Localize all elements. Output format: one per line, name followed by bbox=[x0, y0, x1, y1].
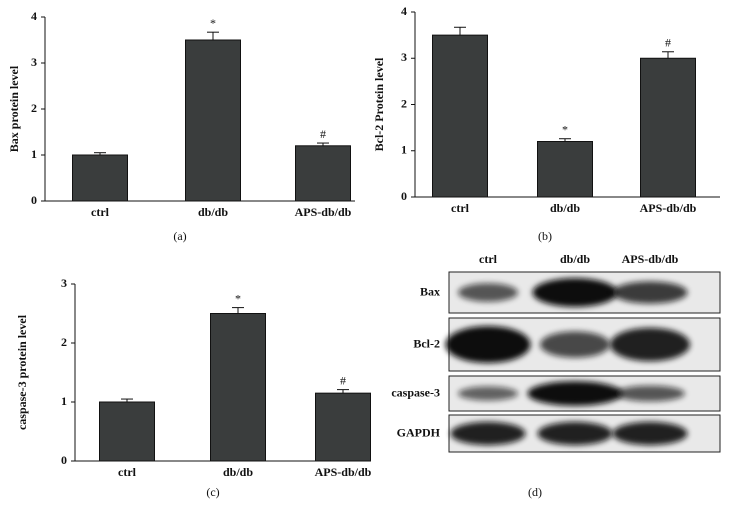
bar bbox=[537, 141, 593, 198]
panel-label: (b) bbox=[538, 229, 552, 243]
y-tick-label: 2 bbox=[31, 101, 37, 115]
y-tick-label: 0 bbox=[31, 193, 37, 207]
x-tick-label: ctrl bbox=[118, 465, 137, 479]
blot-row-label: caspase-3 bbox=[391, 385, 440, 399]
x-tick-label: ctrl bbox=[91, 205, 110, 219]
y-axis-label: Bax protein level bbox=[7, 65, 21, 152]
y-tick-label: 4 bbox=[31, 9, 37, 23]
x-tick-label: db/db bbox=[198, 205, 228, 219]
panel-label: (c) bbox=[206, 485, 219, 499]
y-tick-label: 2 bbox=[61, 335, 67, 349]
annotation: * bbox=[210, 16, 216, 30]
error-bar bbox=[559, 138, 571, 142]
blot-row-label: Bax bbox=[420, 284, 440, 298]
blot-band bbox=[458, 283, 518, 302]
bar bbox=[210, 313, 266, 462]
y-tick-label: 3 bbox=[401, 50, 407, 64]
y-tick-label: 0 bbox=[61, 453, 67, 467]
y-axis-label: caspase-3 protein level bbox=[15, 314, 29, 430]
bar bbox=[185, 39, 241, 202]
y-tick-label: 1 bbox=[61, 394, 67, 408]
annotation: * bbox=[562, 122, 568, 136]
bar bbox=[640, 57, 696, 198]
blot-column-label: ctrl bbox=[479, 252, 498, 266]
x-tick-label: db/db bbox=[550, 201, 580, 215]
x-tick-label: ctrl bbox=[451, 201, 470, 215]
bar bbox=[432, 34, 488, 198]
blot-column-label: APS-db/db bbox=[622, 252, 679, 266]
x-tick-label: APS-db/db bbox=[315, 465, 372, 479]
blot-band bbox=[615, 385, 685, 402]
blot-row-label: GAPDH bbox=[397, 425, 441, 439]
y-tick-label: 1 bbox=[401, 143, 407, 157]
blot-band bbox=[527, 381, 623, 406]
panel-label: (d) bbox=[528, 485, 542, 499]
y-tick-label: 2 bbox=[401, 96, 407, 110]
y-axis-label: Bcl-2 Protein level bbox=[372, 57, 386, 151]
blot-column-label: db/db bbox=[560, 252, 590, 266]
blot-band bbox=[610, 327, 690, 362]
annotation: * bbox=[235, 291, 241, 305]
y-tick-label: 3 bbox=[61, 276, 67, 290]
bar bbox=[315, 392, 371, 462]
error-bar bbox=[232, 307, 244, 314]
bar bbox=[72, 154, 128, 202]
annotation: # bbox=[340, 373, 346, 387]
blot-band bbox=[612, 281, 688, 304]
error-bar bbox=[337, 389, 349, 394]
error-bar bbox=[94, 152, 106, 155]
x-tick-label: APS-db/db bbox=[295, 205, 352, 219]
blot-band bbox=[540, 331, 610, 358]
blot-band bbox=[458, 386, 518, 401]
annotation: # bbox=[320, 127, 326, 141]
y-tick-label: 0 bbox=[401, 189, 407, 203]
x-tick-label: APS-db/db bbox=[640, 201, 697, 215]
blot-band bbox=[612, 421, 688, 446]
blot-band bbox=[445, 325, 531, 364]
y-tick-label: 1 bbox=[31, 147, 37, 161]
y-tick-label: 4 bbox=[401, 4, 407, 18]
blot-band bbox=[537, 421, 613, 446]
x-tick-label: db/db bbox=[223, 465, 253, 479]
error-bar bbox=[454, 26, 466, 36]
error-bar bbox=[317, 142, 329, 146]
blot-row-label: Bcl-2 bbox=[413, 336, 440, 350]
panel-label: (a) bbox=[173, 229, 186, 243]
error-bar bbox=[121, 398, 133, 402]
error-bar bbox=[662, 51, 674, 59]
annotation: # bbox=[665, 36, 671, 50]
error-bar bbox=[207, 31, 219, 40]
bar bbox=[295, 145, 351, 202]
blot-band bbox=[532, 278, 618, 307]
y-tick-label: 3 bbox=[31, 55, 37, 69]
bar bbox=[99, 401, 155, 462]
blot-band bbox=[450, 421, 526, 446]
